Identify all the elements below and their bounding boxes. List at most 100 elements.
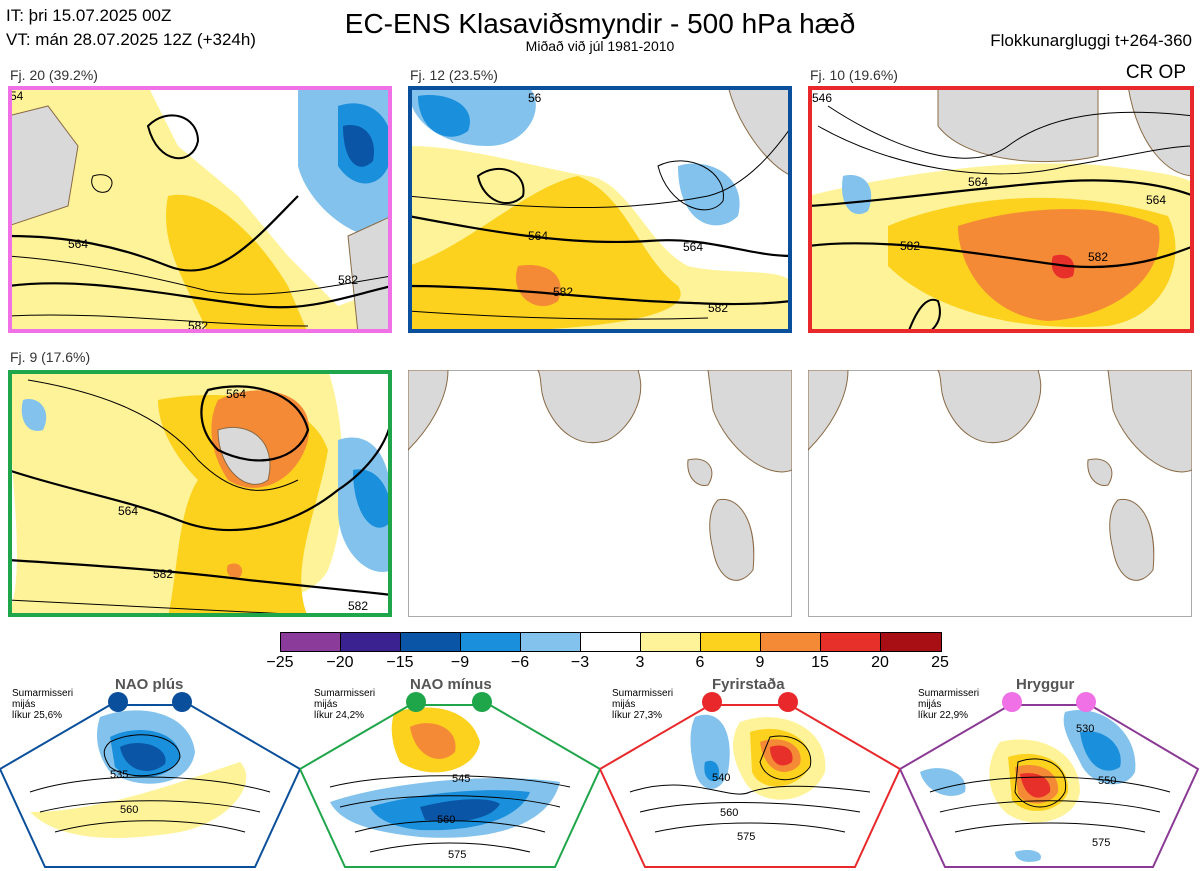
contour-label: 582	[1088, 250, 1108, 264]
land-mass	[1107, 370, 1192, 473]
anomaly-maximum	[1051, 254, 1075, 279]
contour-label: 54	[10, 89, 24, 103]
regime-probability: líkur 25,6%	[12, 710, 63, 721]
anomaly-negative-core	[353, 469, 392, 528]
anomaly-strong-positive	[516, 265, 561, 307]
height-contour	[329, 775, 571, 788]
cluster-map-2: 564 582 564 582 56	[408, 86, 792, 333]
height-contour	[929, 776, 1171, 793]
regime-title-nao-plus: NAO plús	[115, 676, 184, 693]
regime-mid: mijás	[12, 699, 36, 710]
regime-marker	[1002, 692, 1022, 712]
contour-label: 530	[1076, 723, 1094, 735]
anomaly-negative-area	[842, 175, 872, 215]
anomaly-negative-core	[418, 95, 470, 137]
regime-marker	[472, 692, 492, 712]
anomaly-negative-area	[1015, 849, 1041, 862]
height-contour	[476, 167, 525, 205]
height-contour	[827, 105, 1194, 159]
height-contour	[8, 255, 392, 295]
contour-label: 540	[712, 772, 730, 784]
regime-map-nao-minus: 545 560 575	[300, 704, 602, 868]
anomaly-maximum	[770, 745, 793, 766]
height-contour	[146, 114, 200, 160]
height-contour	[369, 842, 531, 853]
colorbar-tick: 9	[755, 654, 765, 671]
anomaly-maximum	[1020, 773, 1051, 798]
cluster-map-3: 564 564 582 582 546	[808, 86, 1194, 333]
land-mass	[937, 370, 1042, 444]
contour-label: 560	[437, 814, 455, 826]
anomaly-negative-center	[343, 125, 374, 167]
anomaly-negative-core	[704, 760, 720, 782]
regime-season: Sumarmisseri	[12, 688, 74, 699]
colorbar-segment	[520, 632, 581, 652]
contour-label: 564	[226, 387, 246, 401]
colorbar	[280, 632, 942, 652]
height-contour	[54, 820, 246, 833]
height-contour	[654, 822, 846, 833]
regime-mid: mijás	[612, 699, 636, 710]
regime-marker	[108, 692, 128, 712]
land-mass	[1109, 498, 1155, 581]
classification-window: Flokkunargluggi t+264-360	[990, 31, 1192, 50]
regime-map-nao-plus: 535 560	[0, 704, 302, 868]
colorbar-segment	[280, 632, 341, 652]
regime-probability: líkur 27,3%	[612, 710, 663, 721]
issue-time: IT: þri 15.07.2025 00Z	[6, 6, 172, 25]
height-contour	[200, 385, 310, 462]
regime-marker	[778, 692, 798, 712]
colorbar-segment	[400, 632, 461, 652]
contour-label: 582	[900, 239, 920, 253]
land-mass	[707, 370, 792, 473]
page-subtitle: Miðað við júl 1981-2010	[525, 38, 675, 54]
regime-mid: mijás	[918, 699, 942, 710]
regime-season: Sumarmisseri	[612, 688, 674, 699]
regime-title-nao-minus: NAO mínus	[410, 676, 492, 693]
regime-marker	[406, 692, 426, 712]
regime-marker	[172, 692, 192, 712]
colorbar-tick: 15	[811, 654, 829, 671]
height-contour	[939, 800, 1161, 813]
height-contour	[354, 820, 546, 833]
anomaly-strong-positive	[410, 723, 456, 759]
height-contour	[29, 776, 271, 793]
colorbar-tick: −25	[266, 654, 294, 671]
colorbar-tick: −9	[450, 654, 470, 671]
contour-label: 560	[720, 807, 738, 819]
anomaly-negative-core	[1080, 731, 1121, 771]
land-mass	[8, 105, 79, 227]
contour-label: 545	[452, 773, 470, 785]
land-mass	[217, 426, 271, 485]
colorbar-tick: −3	[570, 654, 590, 671]
contour-label: 582	[708, 301, 728, 315]
valid-time: VT: mán 28.07.2025 12Z (+324h)	[6, 30, 256, 49]
panel-label-2: Fj. 12 (23.5%)	[410, 67, 498, 83]
land-mass	[1087, 458, 1113, 487]
height-contour	[808, 242, 1194, 269]
height-contour	[907, 298, 941, 333]
contour-label: 56	[528, 91, 542, 105]
colorbar-segment	[820, 632, 881, 652]
land-mass	[408, 370, 449, 451]
contour-label: 582	[338, 273, 358, 287]
contour-label: 582	[153, 567, 173, 581]
regime-marker	[702, 692, 722, 712]
anomaly-positive-core	[408, 176, 681, 333]
height-contour	[639, 802, 861, 813]
contour-label: 564	[1146, 193, 1166, 207]
height-contour	[8, 314, 309, 327]
colorbar-segment	[880, 632, 942, 652]
colorbar-segment	[580, 632, 641, 652]
contour-label: 575	[737, 831, 755, 843]
regime-map-blocking: 540 560 575	[600, 704, 902, 868]
contour-label: 564	[683, 240, 703, 254]
cr-op-label: CR OP	[1125, 62, 1186, 83]
height-contour	[1014, 758, 1067, 808]
panel-label-1: Fj. 20 (39.2%)	[10, 67, 98, 83]
height-contour	[759, 735, 812, 781]
anomaly-negative-center	[420, 799, 500, 822]
regime-title-ridge: Hryggur	[1016, 676, 1075, 693]
height-contour	[408, 214, 792, 258]
panel-border	[808, 86, 1194, 333]
